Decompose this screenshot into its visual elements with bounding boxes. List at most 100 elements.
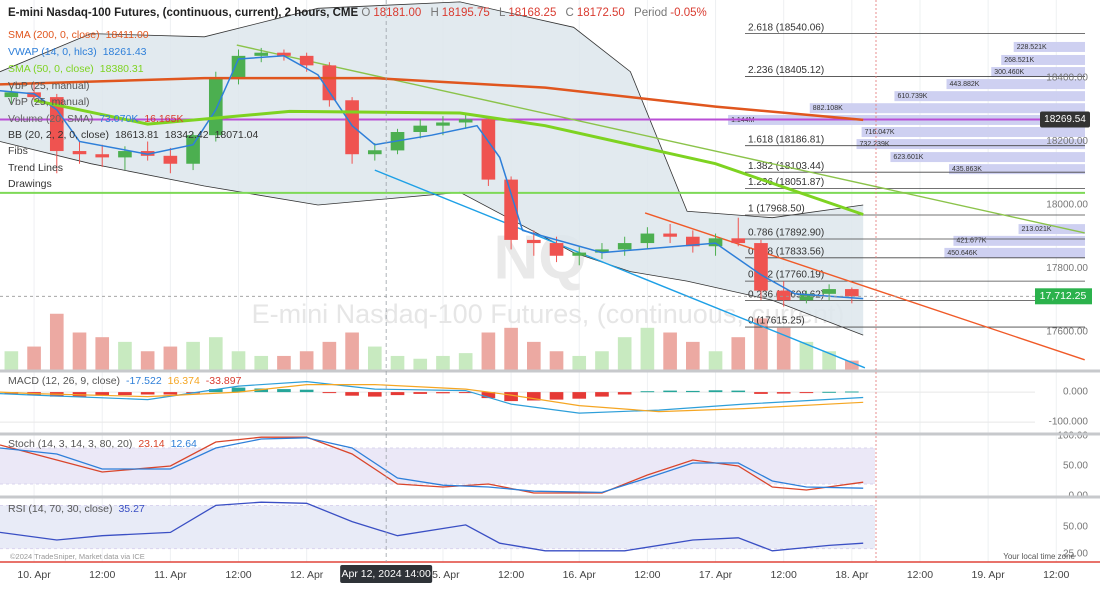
candle-body bbox=[208, 78, 223, 136]
macd-histogram bbox=[686, 390, 700, 393]
vbp-label: 882.108K bbox=[813, 105, 843, 112]
legend-name: SMA (200, 0, close) bbox=[8, 29, 100, 41]
macd-histogram bbox=[549, 392, 564, 400]
pane-legend[interactable]: Stoch (14, 3, 14, 3, 80, 20) 23.14 12.64 bbox=[8, 437, 197, 451]
candle-body bbox=[708, 238, 723, 247]
y-tick-label: 17800.00 bbox=[1046, 263, 1088, 274]
legend-name: Drawings bbox=[8, 178, 52, 190]
candle-body bbox=[277, 52, 291, 56]
last-price-box bbox=[1035, 288, 1092, 305]
x-tick-label: 19. Apr bbox=[971, 569, 1005, 581]
macd-histogram bbox=[708, 390, 723, 393]
legend-row[interactable]: SMA (50, 0, close) 18380.31 bbox=[8, 62, 144, 76]
last-price-label: 17,712.25 bbox=[1040, 290, 1087, 302]
macd-histogram bbox=[436, 392, 450, 394]
ohlc-value: 18172.50 bbox=[576, 7, 625, 19]
candle-body bbox=[572, 252, 587, 256]
volume-bar bbox=[322, 341, 337, 370]
legend-name: Volume (20, SMA) bbox=[8, 113, 94, 125]
volume-bar bbox=[527, 341, 541, 370]
y-tick-label: 25.00 bbox=[1063, 549, 1088, 560]
pane-legend[interactable]: RSI (14, 70, 30, close) 35.27 bbox=[8, 502, 145, 516]
macd-histogram bbox=[572, 392, 587, 399]
macd-histogram bbox=[822, 391, 836, 393]
volume-bar bbox=[299, 351, 314, 370]
pane-legend[interactable]: MACD (12, 26, 9, close) -17.522 16.374 -33.… bbox=[8, 374, 241, 388]
macd-histogram bbox=[163, 392, 178, 395]
volume-bar bbox=[754, 318, 768, 370]
legend-readout: 12.64 bbox=[170, 438, 197, 450]
cursor-label: Apr 12, 2024 14:00 bbox=[342, 568, 431, 580]
legend-readout: 16.374 bbox=[167, 375, 200, 387]
volume-bar bbox=[458, 353, 473, 370]
legend-row[interactable]: Fibs bbox=[8, 144, 28, 158]
legend-row[interactable]: Trend Lines bbox=[8, 161, 63, 175]
trend-line bbox=[644, 212, 1085, 361]
fib-label: 1 (17968.50) bbox=[748, 204, 805, 215]
candle-body bbox=[481, 119, 496, 180]
macd-histogram bbox=[640, 391, 655, 393]
candle-body bbox=[617, 243, 632, 250]
overlay-line bbox=[0, 76, 864, 122]
candle-body bbox=[231, 55, 246, 79]
candle-body bbox=[595, 249, 609, 253]
volume-bar bbox=[345, 332, 359, 370]
legend-readout: -33.897 bbox=[205, 375, 242, 387]
volume-bar bbox=[4, 351, 19, 370]
macd-histogram bbox=[458, 392, 473, 394]
watermark-name: E-mini Nasdaq-100 Futures, (continuous, … bbox=[252, 299, 845, 329]
volume-bar bbox=[595, 351, 609, 370]
y-tick-label: 0.000 bbox=[1063, 387, 1088, 398]
vbp-bar bbox=[856, 139, 1085, 150]
macd-histogram bbox=[208, 389, 223, 393]
y-tick-label: 50.00 bbox=[1063, 461, 1088, 472]
volume-bar bbox=[208, 337, 223, 370]
fib-label: 1.618 (18186.81) bbox=[748, 134, 824, 145]
candle-body bbox=[822, 289, 836, 294]
vbp-label: 443.882K bbox=[950, 81, 980, 88]
legend-row[interactable]: VbP (25, manual) bbox=[8, 79, 90, 93]
fib-label: 0 (17615.25) bbox=[748, 316, 805, 327]
candle-body bbox=[322, 65, 337, 101]
macd-histogram bbox=[367, 392, 382, 397]
vbp-bar bbox=[890, 152, 1085, 163]
legend-row[interactable]: BB (20, 2, 2, 0, close) 18613.81 18342.42 1… bbox=[8, 128, 258, 142]
period-label: Period bbox=[634, 7, 668, 19]
vbp-label: 732.239K bbox=[860, 141, 890, 148]
legend-row[interactable]: Volume (20, SMA) 73.070K 16.165K bbox=[8, 112, 183, 126]
legend-readout: -17.522 bbox=[126, 375, 162, 387]
x-tick-label: 18. Apr bbox=[835, 569, 869, 581]
volume-bar bbox=[572, 355, 587, 370]
header: E-mini Nasdaq-100 Futures, (continuous, … bbox=[8, 6, 707, 20]
cursor-box bbox=[340, 565, 433, 583]
fib-label: 2.618 (18540.06) bbox=[748, 22, 824, 33]
candle-body bbox=[186, 135, 200, 164]
x-tick-label: 10. Apr bbox=[17, 569, 51, 581]
vbp-label: 623.601K bbox=[893, 154, 923, 161]
legend-name: Fibs bbox=[8, 145, 28, 157]
legend-row[interactable]: Drawings bbox=[8, 177, 52, 191]
legend-name: RSI (14, 70, 30, close) bbox=[8, 503, 113, 515]
macd-histogram bbox=[776, 392, 791, 394]
candle-body bbox=[754, 243, 768, 291]
legend-row[interactable]: SMA (200, 0, close) 18411.00 bbox=[8, 28, 149, 42]
volume-bar bbox=[72, 332, 87, 370]
volume-bar bbox=[367, 346, 382, 370]
oscillator-line bbox=[0, 436, 864, 494]
volume-bar bbox=[140, 351, 155, 370]
macd-histogram bbox=[754, 392, 768, 394]
vbp-bar bbox=[1018, 224, 1085, 235]
ohlc-value: 18181.00 bbox=[373, 7, 422, 19]
y-tick-label: 17600.00 bbox=[1046, 327, 1088, 338]
vbp-label: 610.739K bbox=[897, 93, 927, 100]
legend-row[interactable]: VbP (25, manual) bbox=[8, 95, 90, 109]
x-tick-label: 12:00 bbox=[634, 569, 660, 581]
y-tick-label: 100.00 bbox=[1057, 431, 1088, 442]
x-tick-label: 12:00 bbox=[1043, 569, 1069, 581]
macd-line bbox=[0, 384, 864, 413]
legend-row[interactable]: VWAP (14, 0, hlc3) 18261.43 bbox=[8, 45, 147, 59]
candle-body bbox=[140, 151, 155, 156]
legend-readout: 18342.42 bbox=[164, 129, 209, 141]
candle-body bbox=[95, 154, 110, 158]
candle-body bbox=[345, 100, 359, 155]
